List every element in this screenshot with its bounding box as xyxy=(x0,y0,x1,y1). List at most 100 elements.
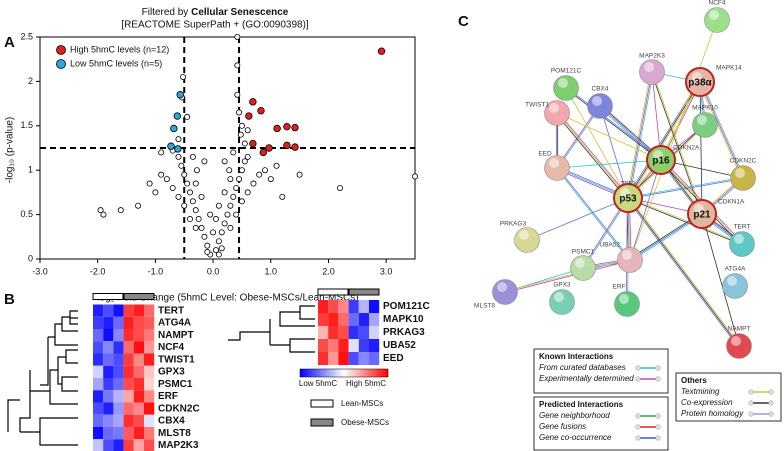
heat-cell xyxy=(93,439,104,451)
edge xyxy=(699,81,703,215)
point xyxy=(257,107,265,115)
heat-cell xyxy=(144,378,155,391)
node-label: TWIST1 xyxy=(525,102,549,109)
node-label: MAPK14 xyxy=(716,65,742,72)
row-label: MLST8 xyxy=(158,428,191,439)
heat-cell xyxy=(93,304,104,317)
colorbar-label: Low 5hmC xyxy=(299,379,337,388)
network: NCF4 MAP2K3 MAPK14 p38α POM121C TWIST1 CBX4 MAP… xyxy=(474,0,782,451)
heat-cell xyxy=(338,352,349,365)
heat-cell xyxy=(133,390,144,403)
point xyxy=(201,158,208,165)
edge xyxy=(557,167,631,260)
heat-cell xyxy=(369,313,380,326)
heat-cell xyxy=(123,304,134,317)
heat-cell xyxy=(348,313,359,326)
heat-cell xyxy=(358,326,369,339)
point xyxy=(218,229,225,236)
heat-cell xyxy=(369,339,380,352)
y-tick-label: 1.5 xyxy=(20,120,33,130)
node-label: EED xyxy=(538,151,552,158)
point xyxy=(204,248,211,255)
heat-cell xyxy=(338,339,349,352)
edge xyxy=(556,112,629,199)
panel-label: A xyxy=(4,34,15,51)
point xyxy=(215,238,222,245)
point xyxy=(158,171,165,178)
node-shine xyxy=(697,115,707,125)
edge xyxy=(556,112,662,161)
node-label: TP53 xyxy=(620,181,636,188)
node-shine xyxy=(692,72,702,82)
point xyxy=(175,136,182,143)
heat-cell xyxy=(103,439,114,451)
legend-icon-node xyxy=(768,411,774,417)
heat-cell xyxy=(318,313,329,326)
point xyxy=(227,224,234,231)
heat-cell xyxy=(358,352,369,365)
point xyxy=(230,193,237,200)
point xyxy=(174,145,182,153)
x-tick-label: -1.0 xyxy=(148,266,164,276)
point xyxy=(236,176,243,183)
colorbar xyxy=(299,368,389,378)
heat-cell xyxy=(93,402,104,415)
edge xyxy=(699,81,744,179)
node-shine xyxy=(653,150,663,160)
node-shine xyxy=(497,282,507,292)
x-tick-label: 0.0 xyxy=(207,266,220,276)
node-shine xyxy=(592,96,602,106)
point xyxy=(184,180,191,187)
legend-title: Known Interactions xyxy=(539,352,614,361)
node-label: ATG4A xyxy=(725,266,746,273)
heat-cell xyxy=(113,329,124,342)
legend-icon-node xyxy=(748,400,754,406)
point xyxy=(249,139,257,148)
point xyxy=(97,207,104,214)
point xyxy=(210,229,217,236)
legend-item: Textmining xyxy=(681,387,720,396)
heat-cell xyxy=(113,304,124,317)
heat-cell xyxy=(328,326,339,339)
panel-label: B xyxy=(4,291,15,308)
heat-cell xyxy=(113,316,124,329)
node-shine xyxy=(620,188,630,198)
edge xyxy=(555,113,628,200)
legend-box xyxy=(533,396,669,451)
point xyxy=(173,112,182,120)
point xyxy=(267,176,274,183)
heat-cell xyxy=(358,339,369,352)
point xyxy=(175,153,182,160)
title-emphasis: Cellular Senescence xyxy=(191,7,289,18)
chart-title: Filtered by Cellular Senescence xyxy=(142,7,289,18)
heat-cell xyxy=(358,313,369,326)
edge xyxy=(698,82,743,179)
point xyxy=(146,180,153,187)
point xyxy=(283,122,291,131)
heat-cell xyxy=(348,352,359,365)
point xyxy=(273,124,281,133)
y-tick-label: 2.5 xyxy=(20,31,33,41)
heat-cell xyxy=(348,300,359,313)
heat-cell xyxy=(144,427,155,440)
heat-cell xyxy=(144,365,155,378)
heat-cell xyxy=(318,352,329,365)
node-shine xyxy=(694,204,704,214)
heat-cell xyxy=(338,326,349,339)
edge xyxy=(629,19,718,261)
point xyxy=(158,149,165,156)
heat-cell xyxy=(103,427,114,440)
point xyxy=(178,162,185,169)
node-label: MAPK10 xyxy=(692,105,718,112)
heat-cell xyxy=(133,304,144,317)
point xyxy=(180,73,187,80)
edge xyxy=(556,168,630,261)
edge xyxy=(628,72,654,199)
group-bar xyxy=(92,293,124,300)
point xyxy=(215,251,222,258)
edge xyxy=(628,82,702,199)
heat-cell xyxy=(113,378,124,391)
edge xyxy=(628,178,744,200)
edge xyxy=(504,258,630,292)
heat-cell xyxy=(123,402,134,415)
